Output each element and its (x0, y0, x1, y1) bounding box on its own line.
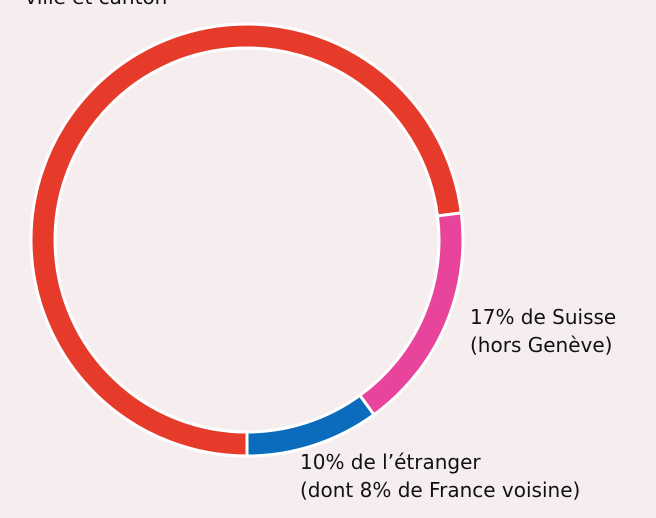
segment-label: 17% de Suisse (470, 305, 616, 329)
segment-label: (dont 8% de France voisine) (300, 478, 580, 502)
segment-label: ville et canton (25, 0, 167, 9)
segment-label: 10% de l’étranger (300, 450, 481, 474)
donut-segment (245, 393, 377, 458)
segment-label: (hors Genève) (470, 333, 612, 357)
donut-segment (357, 211, 465, 417)
